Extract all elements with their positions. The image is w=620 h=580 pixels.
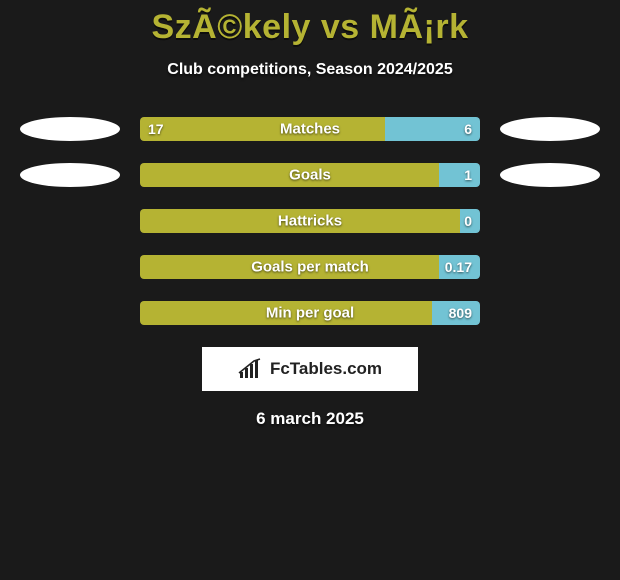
brand-badge: FcTables.com — [202, 347, 418, 391]
team-badge-left — [20, 117, 120, 141]
brand-chart-icon — [238, 358, 264, 380]
bar-seg-right — [385, 117, 480, 141]
page-title: SzÃ©kely vs MÃ¡rk — [0, 8, 620, 47]
stat-bar-gpm: Goals per match 0.17 — [140, 255, 480, 279]
bar-seg-left — [140, 255, 439, 279]
bar-seg-right — [460, 209, 480, 233]
stat-row: 17 Matches 6 — [0, 117, 620, 141]
stat-row: Min per goal 809 — [0, 301, 620, 325]
bar-seg-right — [432, 301, 480, 325]
stats-rows: 17 Matches 6 Goals 1 Hattric — [0, 117, 620, 325]
team-badge-right — [500, 117, 600, 141]
team-badge-left — [20, 163, 120, 187]
stat-bar-mpg: Min per goal 809 — [140, 301, 480, 325]
bar-seg-right — [439, 255, 480, 279]
footer-date: 6 march 2025 — [0, 409, 620, 429]
comparison-card: SzÃ©kely vs MÃ¡rk Club competitions, Sea… — [0, 0, 620, 429]
bar-seg-left — [140, 209, 460, 233]
bar-seg-left — [140, 163, 439, 187]
bar-seg-right — [439, 163, 480, 187]
stat-row: Goals 1 — [0, 163, 620, 187]
stat-row: Goals per match 0.17 — [0, 255, 620, 279]
team-badge-right — [500, 163, 600, 187]
stat-row: Hattricks 0 — [0, 209, 620, 233]
stat-bar-hattricks: Hattricks 0 — [140, 209, 480, 233]
bar-seg-left — [140, 301, 432, 325]
brand-text: FcTables.com — [270, 359, 382, 379]
page-subtitle: Club competitions, Season 2024/2025 — [0, 61, 620, 79]
stat-bar-goals: Goals 1 — [140, 163, 480, 187]
bar-seg-left — [140, 117, 385, 141]
stat-bar-matches: 17 Matches 6 — [140, 117, 480, 141]
